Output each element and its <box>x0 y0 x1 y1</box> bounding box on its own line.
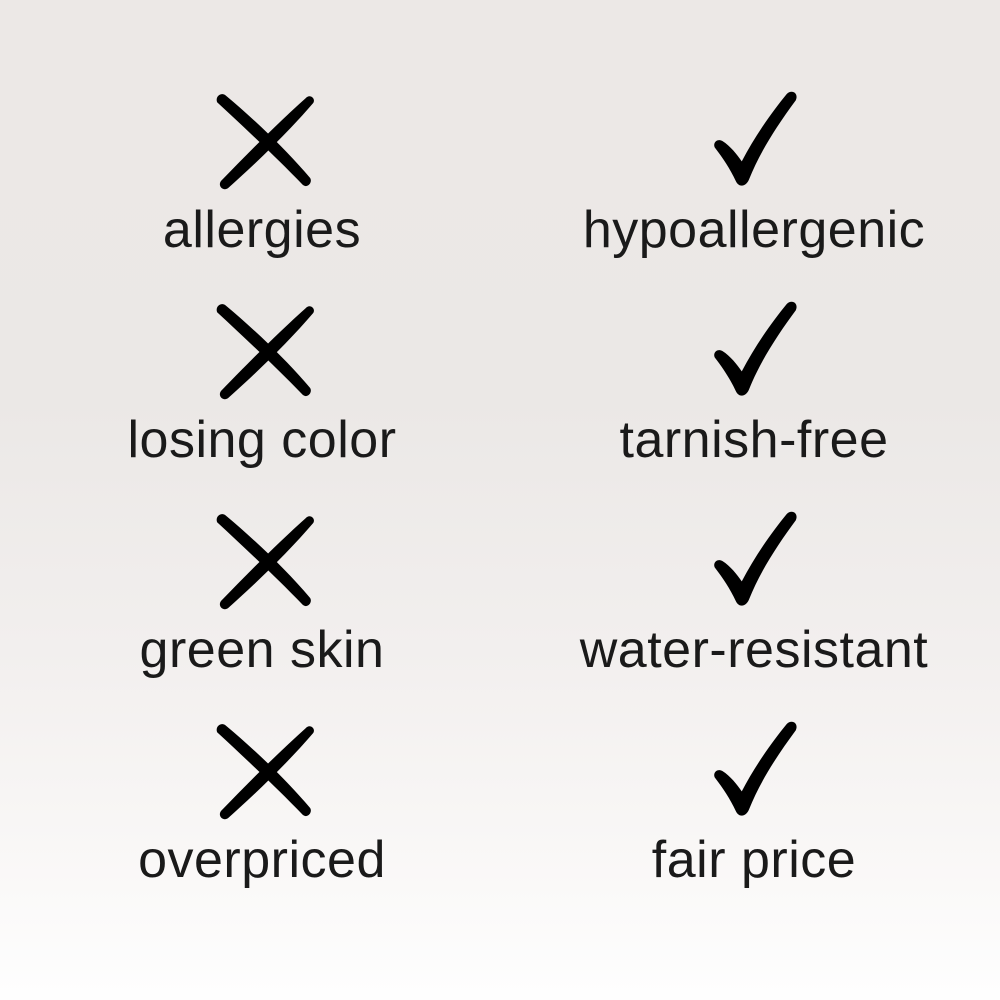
check-icon <box>698 90 810 192</box>
item-label: overpriced <box>138 831 386 889</box>
comparison-item-pro: hypoallergenic <box>508 90 1000 300</box>
cross-icon <box>206 720 318 822</box>
item-label: tarnish-free <box>619 411 889 469</box>
cross-icon <box>206 510 318 612</box>
comparison-item-pro: tarnish-free <box>508 300 1000 510</box>
item-label: fair price <box>651 831 857 889</box>
comparison-item-pro: water-resistant <box>508 510 1000 720</box>
cross-icon <box>206 300 318 402</box>
cross-icon <box>206 90 318 192</box>
comparison-grid: allergies hypoallergenic losing color ta… <box>16 0 1000 930</box>
item-label: hypoallergenic <box>582 201 926 259</box>
item-label: water-resistant <box>579 621 929 679</box>
comparison-item-con: green skin <box>16 510 508 720</box>
check-icon <box>698 720 810 822</box>
item-label: green skin <box>139 621 385 679</box>
comparison-item-con: overpriced <box>16 720 508 930</box>
comparison-item-con: losing color <box>16 300 508 510</box>
check-icon <box>698 510 810 612</box>
item-label: losing color <box>127 411 397 469</box>
item-label: allergies <box>162 201 362 259</box>
check-icon <box>698 300 810 402</box>
comparison-item-con: allergies <box>16 90 508 300</box>
comparison-item-pro: fair price <box>508 720 1000 930</box>
